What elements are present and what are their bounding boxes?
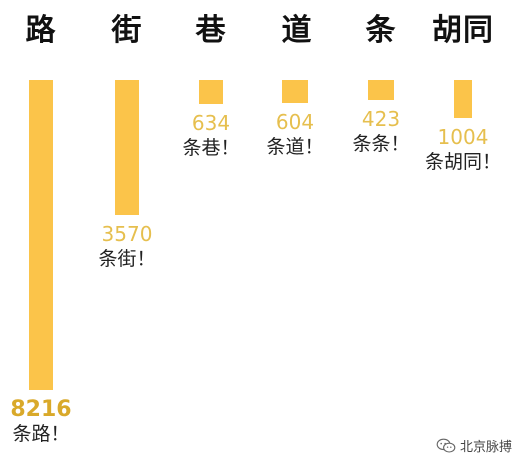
bar — [282, 80, 308, 103]
value-label: 604 — [275, 110, 315, 134]
category-label: 巷 — [195, 13, 227, 48]
count-note: 条胡同！ — [424, 151, 501, 173]
value-label: 8216 — [10, 397, 72, 422]
category-label: 街 — [111, 13, 143, 48]
value-label: 423 — [361, 107, 401, 131]
category-label: 胡同 — [432, 13, 494, 48]
wechat-icon — [436, 438, 456, 453]
category-label: 路 — [25, 13, 57, 48]
bar — [454, 80, 472, 118]
value-label: 1004 — [437, 125, 489, 149]
count-note: 条街！ — [98, 248, 156, 270]
category-label: 条 — [365, 13, 397, 48]
value-label: 634 — [191, 111, 231, 135]
bar — [199, 80, 223, 104]
count-note: 条巷！ — [182, 137, 240, 159]
watermark: 北京脉搏 — [436, 436, 512, 455]
count-note: 条条！ — [352, 133, 410, 155]
watermark-text: 北京脉搏 — [460, 440, 513, 455]
bar — [115, 80, 139, 215]
value-label: 3570 — [101, 222, 153, 246]
count-note: 条路！ — [12, 423, 70, 445]
category-label: 道 — [281, 13, 313, 48]
count-note: 条道！ — [266, 136, 324, 158]
bar — [29, 80, 53, 390]
bar — [368, 80, 394, 100]
